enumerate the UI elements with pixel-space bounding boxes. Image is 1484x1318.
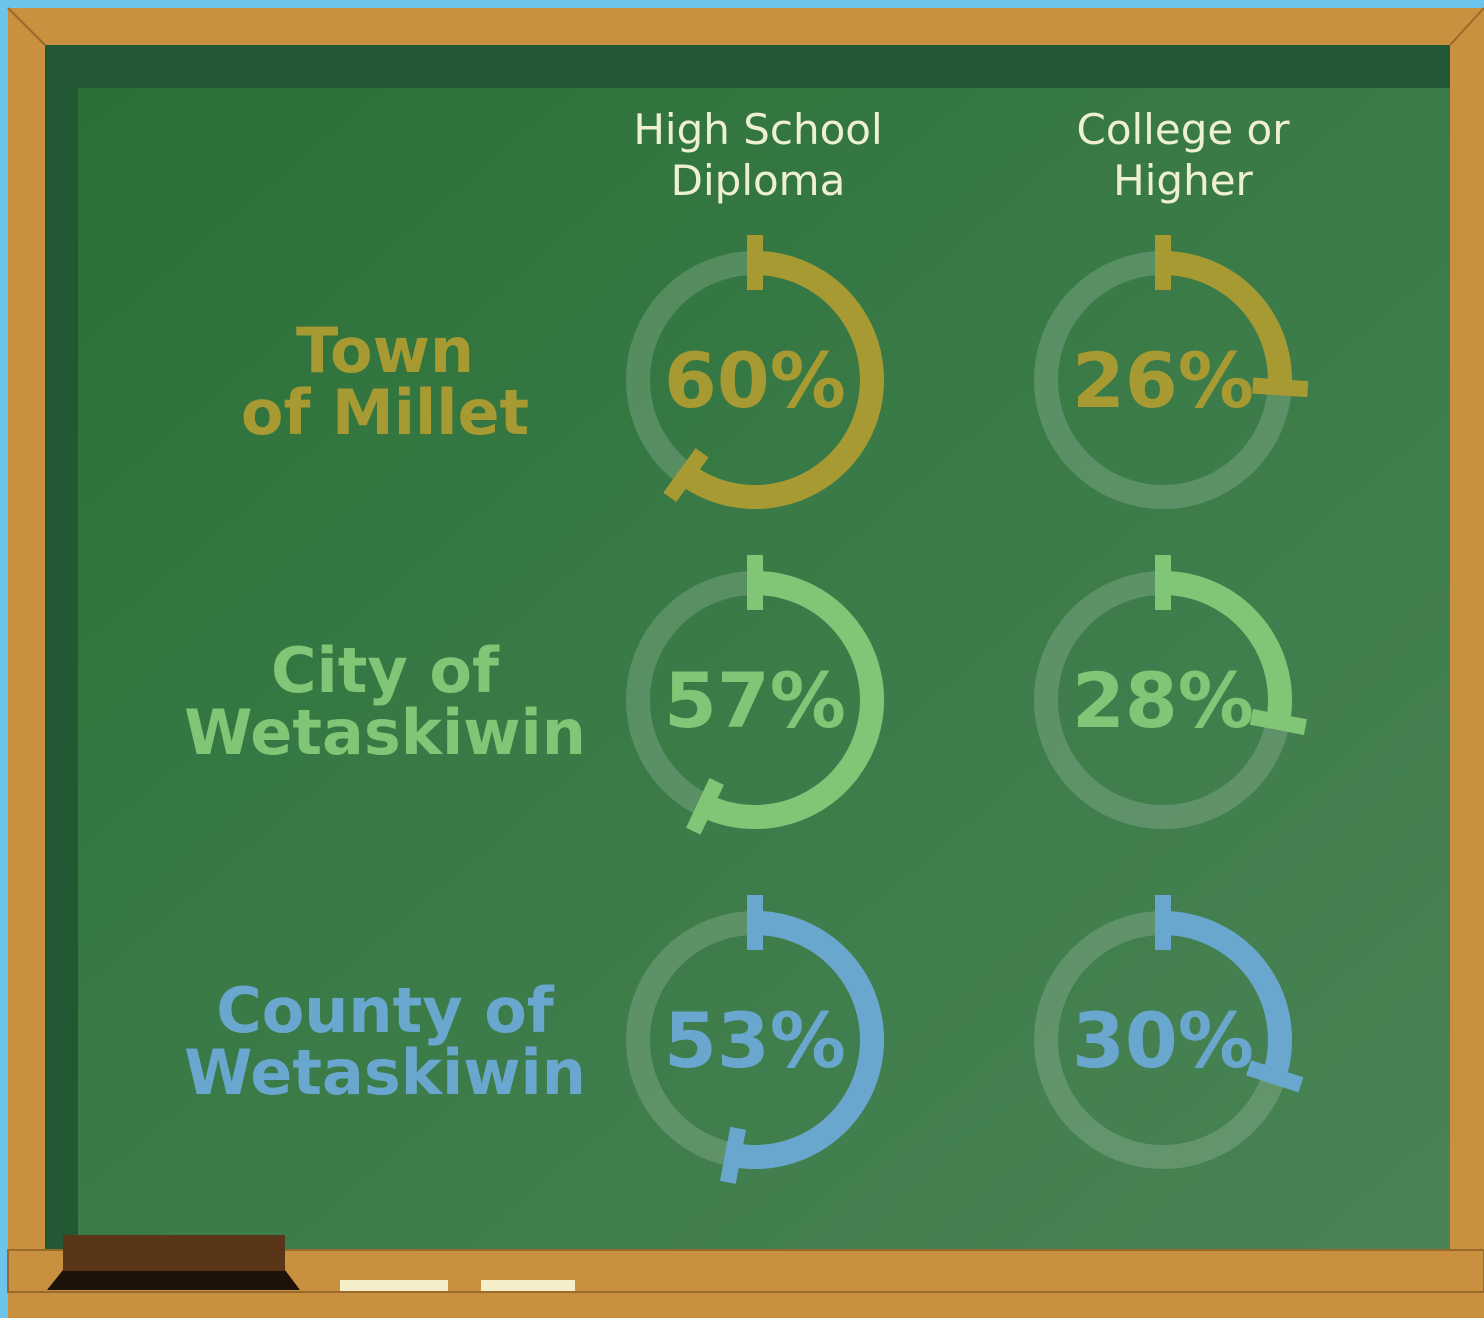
row-label: County of Wetaskiwin [184,974,586,1109]
row-label: Town of Millet [240,314,530,449]
frame-edge [1449,7,1484,46]
ring-end-tick [1246,1060,1304,1093]
eraser [63,1235,285,1271]
ring-arc [1162,571,1292,725]
ring-end-tick [686,778,724,835]
row-label: City of Wetaskiwin [184,634,586,769]
ring-arc [679,251,884,509]
value-label: 53% [664,996,846,1085]
value-label: 60% [664,336,846,425]
chalk [481,1280,575,1291]
ring-arc [700,571,884,829]
ring-end-tick [1252,377,1309,398]
ring-arc [1162,251,1292,389]
ring-end-tick [719,1126,746,1184]
chalk [340,1280,448,1291]
ring-end-tick [663,448,709,503]
value-label: 30% [1072,996,1254,1085]
column-header: College or Higher [1076,104,1290,205]
frame-edge [7,7,46,46]
value-label: 28% [1072,656,1254,745]
ring-arc [730,911,884,1169]
ring-arc [1162,911,1292,1080]
value-label: 57% [664,656,846,745]
value-label: 26% [1072,336,1254,425]
eraser-base [47,1270,300,1290]
ring-end-tick [1249,709,1307,736]
column-header: High School Diploma [633,104,883,205]
